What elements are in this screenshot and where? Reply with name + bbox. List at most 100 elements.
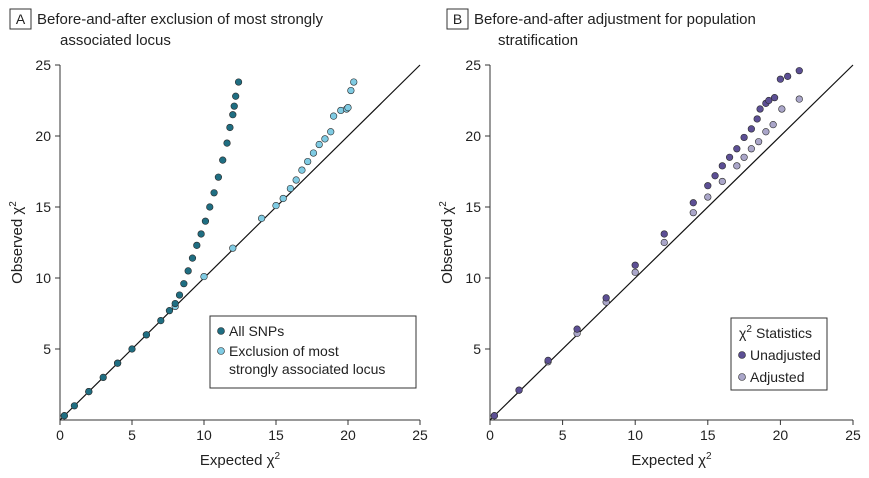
y-tick-label: 15 xyxy=(35,199,51,215)
data-point xyxy=(718,177,726,186)
data-point xyxy=(286,184,295,193)
y-tick-label: 5 xyxy=(43,341,51,357)
y-axis-title: Observed χ2 xyxy=(8,201,26,284)
data-point xyxy=(704,182,712,190)
data-point xyxy=(315,140,323,149)
data-point xyxy=(747,145,755,153)
data-point xyxy=(755,138,763,146)
data-point xyxy=(210,189,218,197)
legend-box xyxy=(730,317,828,391)
x-tick-label: 20 xyxy=(773,427,789,443)
data-point xyxy=(660,238,668,247)
legend: χ2 Statistics Unadjusted Adjusted xyxy=(730,317,828,391)
data-point xyxy=(197,230,205,238)
y-tick-label: 5 xyxy=(473,341,481,357)
data-point xyxy=(725,153,734,161)
data-point xyxy=(180,280,188,288)
data-point xyxy=(689,199,697,207)
data-point xyxy=(298,166,306,174)
legend-label: Exclusion of most xyxy=(229,343,339,359)
data-point xyxy=(762,128,770,136)
legend-label: strongly associated locus xyxy=(229,361,385,377)
panel-label-box xyxy=(9,8,32,30)
y-axis-title: Observed χ2 xyxy=(438,201,456,284)
data-point xyxy=(279,194,287,203)
data-point xyxy=(733,162,741,170)
data-point xyxy=(718,162,726,170)
data-point xyxy=(631,261,639,269)
y-tick-label: 20 xyxy=(35,128,51,144)
data-point xyxy=(175,291,184,299)
data-point xyxy=(602,294,610,302)
data-point xyxy=(232,92,240,100)
data-point xyxy=(230,102,238,110)
x-tick-label: 25 xyxy=(412,427,428,443)
y-tick-label: 25 xyxy=(35,57,51,73)
data-point xyxy=(219,156,227,164)
data-point xyxy=(200,272,208,281)
data-point xyxy=(795,95,803,103)
data-point xyxy=(330,112,338,120)
x-tick-label: 0 xyxy=(56,427,64,443)
legend-label: Adjusted xyxy=(750,369,804,385)
y-tick-label: 10 xyxy=(35,270,51,286)
data-point xyxy=(309,149,318,157)
y-tick-label: 20 xyxy=(465,128,481,144)
data-point xyxy=(184,267,192,275)
y-tick-label: 25 xyxy=(465,57,481,73)
x-tick-label: 10 xyxy=(627,427,643,443)
x-axis-title: Expected χ2 xyxy=(200,451,281,469)
legend-marker xyxy=(217,347,225,355)
data-point xyxy=(784,72,792,80)
data-point xyxy=(223,139,231,147)
panel-label-box xyxy=(446,8,469,30)
legend-label: Unadjusted xyxy=(750,347,821,363)
data-point xyxy=(350,78,358,86)
data-point xyxy=(321,135,329,143)
data-point xyxy=(347,86,355,95)
data-point xyxy=(142,331,150,339)
x-tick-label: 25 xyxy=(845,427,861,443)
data-point xyxy=(99,373,107,382)
data-point xyxy=(740,153,748,161)
x-tick-label: 5 xyxy=(559,427,567,443)
data-point xyxy=(756,105,764,113)
data-point xyxy=(689,209,697,217)
data-point xyxy=(490,412,498,420)
data-point xyxy=(769,121,777,129)
data-point xyxy=(214,173,222,181)
x-tick-label: 10 xyxy=(196,427,212,443)
data-point xyxy=(113,359,122,367)
data-point xyxy=(188,254,197,262)
data-point xyxy=(740,133,748,142)
legend-title-text: Statistics xyxy=(756,325,812,341)
panel-title-line-2: associated locus xyxy=(60,32,171,49)
data-point xyxy=(765,96,773,105)
x-tick-label: 15 xyxy=(268,427,284,443)
series-1 xyxy=(60,78,243,420)
panel-b: B Before-and-after adjustment for populat… xyxy=(438,8,861,469)
x-tick-label: 5 xyxy=(128,427,136,443)
data-point xyxy=(327,128,335,136)
data-point xyxy=(165,307,174,315)
data-point xyxy=(60,412,68,420)
y-tick-label: 15 xyxy=(465,199,481,215)
x-tick-label: 0 xyxy=(486,427,494,443)
data-point xyxy=(229,244,237,252)
data-point xyxy=(229,111,237,119)
data-point xyxy=(704,193,712,201)
panel-a: A Before-and-after exclusion of most stro… xyxy=(8,8,428,469)
panel-label: B xyxy=(453,11,462,27)
data-point xyxy=(515,386,523,394)
data-point xyxy=(344,103,352,112)
data-point xyxy=(711,172,719,180)
data-point xyxy=(171,299,179,308)
data-point xyxy=(770,94,779,102)
data-point xyxy=(292,176,300,184)
series-1 xyxy=(490,67,803,420)
data-point xyxy=(128,345,136,353)
panel-label: A xyxy=(16,11,26,27)
data-point xyxy=(776,75,785,83)
data-point xyxy=(85,388,93,396)
data-point xyxy=(733,145,741,153)
